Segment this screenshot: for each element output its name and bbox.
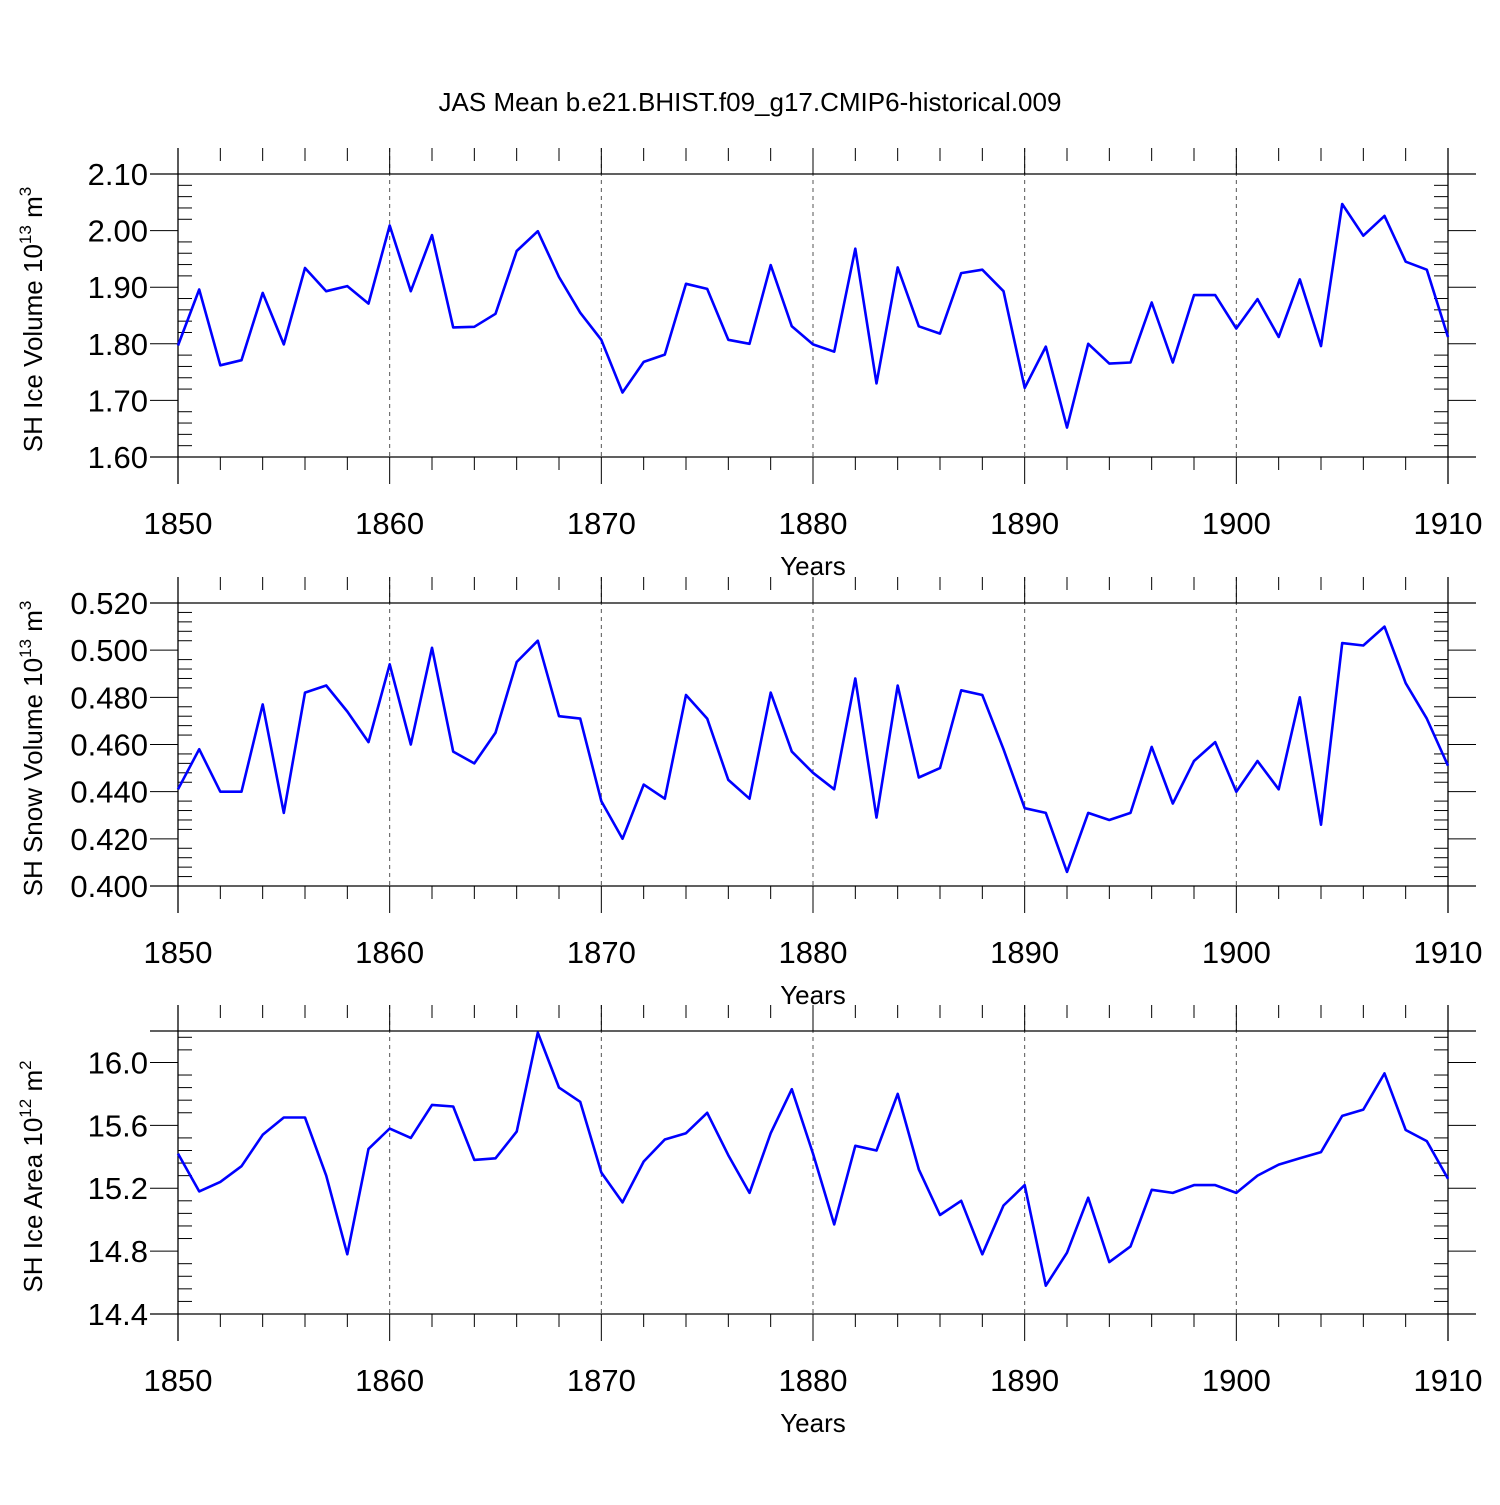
x-tick-label: 1910 <box>1414 935 1483 970</box>
series-line <box>176 625 1450 874</box>
y-tick-label: 15.6 <box>88 1108 148 1143</box>
x-tick-label: 1870 <box>567 935 636 970</box>
y-tick-label: 0.420 <box>70 822 148 857</box>
x-tick-label: 1890 <box>990 506 1059 541</box>
y-axis-title-exponent: 13 <box>16 225 35 244</box>
y-tick-label: 1.80 <box>88 327 148 362</box>
y-axis-title-unit: m <box>18 610 48 639</box>
x-tick-label: 1880 <box>779 1363 848 1398</box>
y-tick-label: 0.480 <box>70 680 148 715</box>
y-axis-title-unit: m <box>18 1070 48 1099</box>
y-tick-label: 0.440 <box>70 775 148 810</box>
x-axis-title: Years <box>780 551 846 581</box>
x-tick-label: 1880 <box>779 506 848 541</box>
x-tick-label: 1890 <box>990 935 1059 970</box>
y-axis-title-unit-exponent: 3 <box>16 601 35 610</box>
x-tick-label: 1890 <box>990 1363 1059 1398</box>
x-tick-label: 1850 <box>144 506 213 541</box>
y-axis-title-unit: m <box>18 196 48 225</box>
x-tick-label: 1900 <box>1202 935 1271 970</box>
y-tick-label: 2.10 <box>88 157 148 192</box>
y-axis-title-exponent: 12 <box>16 1099 35 1118</box>
x-tick-label: 1910 <box>1414 506 1483 541</box>
y-axis-title-text: SH Snow Volume 10 <box>18 658 48 896</box>
x-tick-label: 1870 <box>567 1363 636 1398</box>
y-tick-label: 2.00 <box>88 214 148 249</box>
y-axis-title: SH Snow Volume 1013 m3 <box>16 601 48 897</box>
y-axis-title: SH Ice Volume 1013 m3 <box>16 187 48 452</box>
y-tick-label: 16.0 <box>88 1045 148 1080</box>
x-tick-label: 1860 <box>355 506 424 541</box>
x-tick-label: 1850 <box>144 935 213 970</box>
y-tick-label: 0.500 <box>70 633 148 668</box>
series-line <box>176 202 1450 429</box>
x-axis-title: Years <box>780 1408 846 1438</box>
y-axis-title: SH Ice Area 1012 m2 <box>16 1060 48 1292</box>
x-tick-label: 1900 <box>1202 1363 1271 1398</box>
y-tick-label: 0.460 <box>70 728 148 763</box>
y-tick-label: 0.520 <box>70 586 148 621</box>
y-tick-label: 15.2 <box>88 1171 148 1206</box>
y-axis-title-text: SH Ice Area 10 <box>18 1118 48 1293</box>
x-tick-label: 1870 <box>567 506 636 541</box>
y-tick-label: 14.8 <box>88 1234 148 1269</box>
y-tick-label: 14.4 <box>88 1297 148 1332</box>
panel-1: 1850 1860 1870 1880 1890 1900 1910 Years 1.60 1.7… <box>16 148 1482 581</box>
panel-2: 1850 1860 1870 1880 1890 1900 1910Years0.4000.… <box>16 577 1482 1010</box>
y-tick-label: 1.70 <box>88 383 148 418</box>
panel-3: 1850 1860 1870 1880 1890 1900 1910 Years 14.4 14.… <box>16 1005 1482 1438</box>
x-tick-label: 1880 <box>779 935 848 970</box>
x-tick-label: 1900 <box>1202 506 1271 541</box>
y-tick-label: 0.400 <box>70 869 148 904</box>
y-axis-title-unit-exponent: 3 <box>16 187 35 196</box>
y-axis-title-unit-exponent: 2 <box>16 1060 35 1069</box>
y-axis-title-exponent: 13 <box>16 639 35 658</box>
series-line <box>176 1031 1450 1287</box>
chart-title: JAS Mean b.e21.BHIST.f09_g17.CMIP6-histo… <box>439 87 1062 117</box>
x-tick-label: 1910 <box>1414 1363 1483 1398</box>
y-axis-title-text: SH Ice Volume 10 <box>18 244 48 452</box>
y-tick-label: 1.90 <box>88 270 148 305</box>
x-tick-label: 1860 <box>355 1363 424 1398</box>
x-tick-label: 1860 <box>355 935 424 970</box>
x-tick-label: 1850 <box>144 1363 213 1398</box>
y-tick-label: 1.60 <box>88 440 148 475</box>
